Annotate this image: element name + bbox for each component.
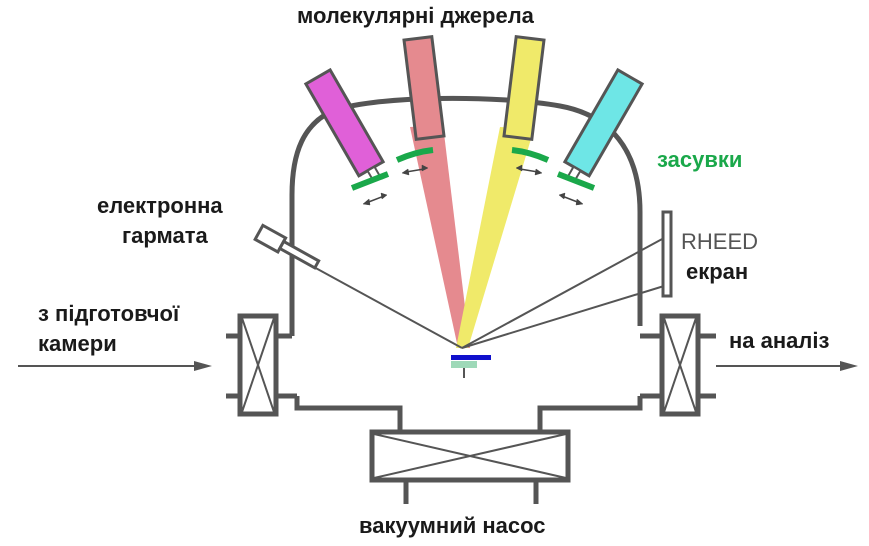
from-prep-line1: з підготовчої: [38, 301, 180, 326]
vacuum-pump: [369, 429, 571, 504]
to-analysis-label: на аналіз: [729, 328, 830, 353]
screen-label: екран: [686, 259, 749, 284]
source-yellow: [502, 34, 546, 142]
beam-pink: [410, 125, 470, 348]
source-magenta: [303, 67, 386, 183]
double-arrow-icon: [515, 164, 543, 176]
rheed-screen: [661, 210, 673, 298]
right-valve: [640, 313, 716, 417]
gun-label-line1: електронна: [97, 193, 223, 218]
sources-label: молекулярні джерела: [297, 3, 534, 28]
shutters-label: засувки: [657, 147, 743, 172]
chamber-wall: [289, 95, 643, 432]
beam-yellow: [456, 127, 534, 348]
rheed-label: RHEED: [681, 229, 759, 254]
gun-label-line2: гармата: [122, 223, 208, 248]
shutter-3: [511, 147, 550, 163]
source-cyan: [562, 67, 645, 183]
pump-label: вакуумний насос: [359, 513, 546, 538]
left-valve: [226, 313, 297, 417]
shutter-2: [395, 147, 434, 163]
outlet-arrow: [716, 361, 858, 371]
double-arrow-icon: [558, 192, 584, 206]
shutter-4: [556, 171, 596, 191]
substrate: [451, 355, 491, 360]
inlet-arrow: [18, 361, 212, 371]
rheed-line-bottom: [461, 285, 665, 349]
electron-gun: [253, 223, 321, 270]
substrate-holder: [451, 361, 477, 368]
source-pink: [402, 34, 446, 142]
double-arrow-icon: [362, 192, 388, 206]
from-prep-line2: камери: [38, 331, 117, 356]
shutter-1: [350, 171, 390, 191]
electron-beam-line: [311, 265, 463, 349]
double-arrow-icon: [401, 164, 429, 176]
rheed-line-top: [461, 237, 665, 349]
